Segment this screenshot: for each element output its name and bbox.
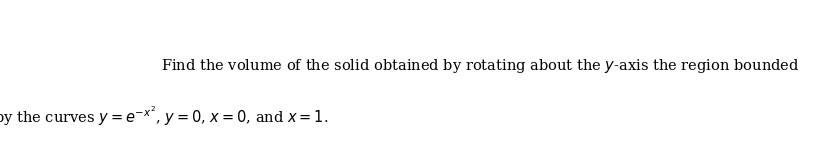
Text: Find the volume of the solid obtained by rotating about the $y$-axis the region : Find the volume of the solid obtained by… xyxy=(160,57,799,75)
Text: by the curves $y = e^{-x^2}$, $y = 0$, $x = 0$, and $x = 1$.: by the curves $y = e^{-x^2}$, $y = 0$, $… xyxy=(0,104,328,128)
